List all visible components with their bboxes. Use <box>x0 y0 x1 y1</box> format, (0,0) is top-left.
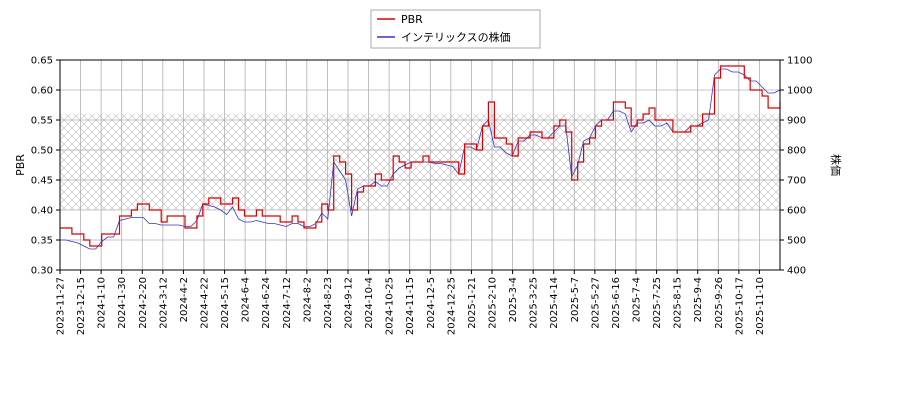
y-axis-right: 400 500 600 700 800 900 1000 1100 <box>780 56 812 277</box>
series-layer <box>60 65 781 250</box>
x-tick-label: 2025-11-10 <box>755 277 766 335</box>
x-tick-label: 2024-3-12 <box>158 277 169 329</box>
y-tick-label-right: 1000 <box>787 86 812 97</box>
y-tick-label-right: 1100 <box>787 56 812 67</box>
x-tick-label: 2025-7-4 <box>632 277 643 322</box>
x-tick-label: 2025-9-4 <box>693 277 704 322</box>
y-tick-label-left: 0.30 <box>31 266 53 277</box>
x-tick-label: 2025-6-16 <box>611 277 622 329</box>
series-line-pbr <box>60 65 781 247</box>
x-tick-label: 2024-4-2 <box>179 277 190 322</box>
x-tick-label: 2025-7-25 <box>652 277 663 329</box>
legend-label-price: インテリックスの株価 <box>401 30 511 44</box>
x-tick-label: 2024-5-15 <box>220 277 231 329</box>
x-tick-label: 2023-12-15 <box>76 277 87 335</box>
y-tick-label-left: 0.60 <box>31 86 53 97</box>
x-tick-label: 2025-8-15 <box>673 277 684 329</box>
y-tick-label-left: 0.45 <box>31 176 53 187</box>
x-tick-label: 2024-1-30 <box>117 277 128 329</box>
x-tick-label: 2025-1-21 <box>467 277 478 329</box>
x-axis: 2023-11-27 2023-12-15 2024-1-10 2024-1-30 20… <box>56 270 766 335</box>
y-tick-label-left: 0.55 <box>31 116 53 127</box>
y-tick-label-right: 600 <box>787 206 806 217</box>
legend: PBR インテリックスの株価 <box>370 9 541 49</box>
x-tick-label: 2024-11-15 <box>405 277 416 335</box>
y-tick-label-right: 400 <box>787 266 806 277</box>
y-tick-label-right: 500 <box>787 236 806 247</box>
x-tick-label: 2025-3-25 <box>529 277 540 329</box>
legend-box <box>370 9 541 49</box>
y-tick-label-left: 0.65 <box>31 56 53 67</box>
y-tick-label-left: 0.40 <box>31 206 53 217</box>
y-tick-label-right: 900 <box>787 116 806 127</box>
y-axis-left: 0.30 0.35 0.40 0.45 0.50 0.55 0.60 0.65 <box>31 56 60 277</box>
y-axis-label-right: 株価 <box>829 154 843 176</box>
x-tick-label: 2024-12-5 <box>426 277 437 329</box>
plot-frame <box>59 59 781 271</box>
y-tick-label-right: 700 <box>787 176 806 187</box>
x-tick-label: 2025-10-17 <box>734 277 745 335</box>
plot-area <box>60 60 780 270</box>
y-tick-label-right: 800 <box>787 146 806 157</box>
x-tick-label: 2024-12-25 <box>446 277 457 335</box>
y-tick-label-left: 0.35 <box>31 236 53 247</box>
x-tick-label: 2024-6-4 <box>241 277 252 322</box>
x-tick-label: 2023-11-27 <box>56 277 67 335</box>
axes-frame <box>59 59 781 271</box>
y-axis-label-left: PBR <box>14 154 27 176</box>
x-tick-label: 2024-10-25 <box>385 277 396 335</box>
x-tick-label: 2024-9-12 <box>344 277 355 329</box>
x-tick-label: 2024-2-20 <box>138 277 149 329</box>
x-tick-label: 2025-3-4 <box>508 277 519 322</box>
x-tick-label: 2025-5-7 <box>570 277 581 322</box>
x-tick-label: 2024-8-23 <box>323 277 334 329</box>
legend-label-pbr: PBR <box>401 13 423 26</box>
x-tick-label: 2025-9-26 <box>714 277 725 329</box>
x-tick-label: 2025-2-10 <box>488 277 499 329</box>
x-tick-label: 2024-1-10 <box>97 277 108 329</box>
x-tick-label: 2025-4-14 <box>549 277 560 329</box>
x-tick-label: 2025-5-27 <box>590 277 601 329</box>
x-tick-label: 2024-6-24 <box>261 277 272 329</box>
y-tick-label-left: 0.50 <box>31 146 53 157</box>
x-tick-label: 2024-8-2 <box>302 277 313 322</box>
x-tick-label: 2024-4-22 <box>200 277 211 329</box>
x-tick-label: 2024-7-12 <box>282 277 293 329</box>
x-tick-label: 2024-10-4 <box>364 277 375 329</box>
